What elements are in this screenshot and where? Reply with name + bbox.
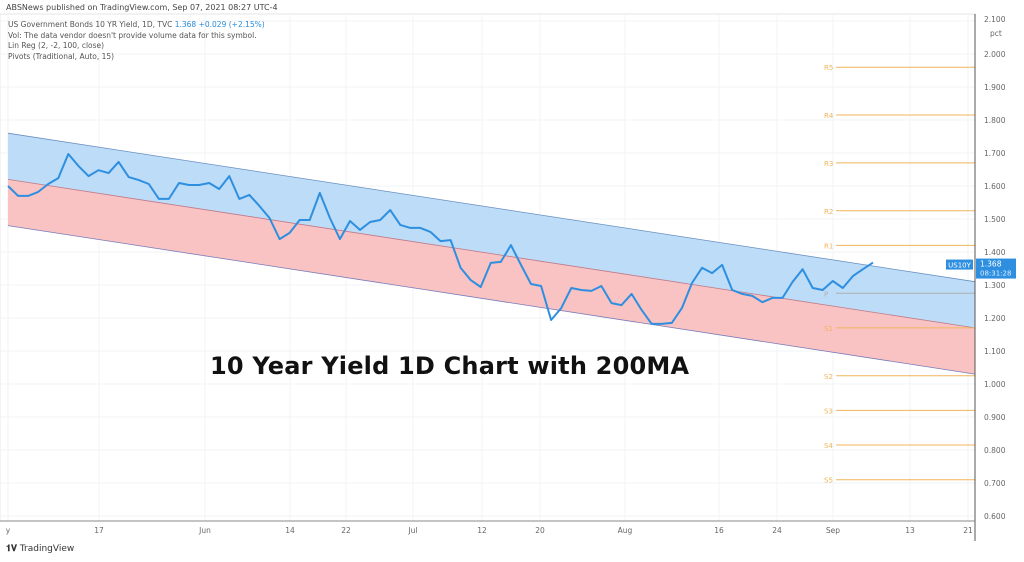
y-tick-label: 0.900 (984, 413, 1006, 422)
y-tick-label: 2.100 (984, 15, 1006, 24)
y-tick-label: 1.200 (984, 314, 1006, 323)
x-tick-label: 16 (714, 526, 724, 535)
linreg-lower-line (7, 225, 976, 375)
y-tick-label: 0.800 (984, 446, 1006, 455)
x-tick-label: 20 (535, 526, 545, 535)
tradingview-logo[interactable]: 𝟏𝐕 TradingView (6, 544, 74, 554)
pivot-label-r3: R3 (824, 160, 833, 168)
symbol-tag (946, 259, 973, 270)
pivot-label-r4: R4 (824, 112, 834, 120)
pivot-label-r2: R2 (824, 208, 833, 216)
pivot-label-r1: R1 (824, 242, 833, 250)
pivot-label-s5: S5 (824, 477, 833, 485)
linreg-lower-band (8, 179, 975, 375)
x-tick-label: Jul (407, 526, 417, 535)
y-tick-label: 1.300 (984, 281, 1006, 290)
y-tick-label: 1.800 (984, 116, 1006, 125)
tradingview-logo-icon: 𝟏𝐕 (6, 544, 17, 554)
pivot-label-r5: R5 (824, 64, 833, 72)
pivot-label-s2: S2 (824, 373, 833, 381)
x-tick-label: Sep (826, 526, 840, 535)
legend-symbol-row[interactable]: US Government Bonds 10 YR Yield, 1D, TVC… (8, 20, 265, 31)
x-tick-label: 24 (772, 526, 782, 535)
last-price-value: 1.368 (980, 260, 1002, 269)
legend-volume[interactable]: Vol: The data vendor doesn't provide vol… (8, 30, 257, 40)
y-tick-label: 1.600 (984, 182, 1006, 191)
y-tick-label: 1.900 (984, 83, 1006, 92)
x-tick-label: y (6, 526, 11, 535)
x-tick-label: 21 (963, 526, 973, 535)
tradingview-logo-text: TradingView (19, 544, 75, 554)
last-price-tag (976, 258, 1016, 279)
x-tick-label: 17 (94, 526, 104, 535)
pivot-label-s1: S1 (824, 325, 833, 333)
y-tick-label: 0.600 (984, 512, 1006, 521)
symbol-tag-label: US10Y (948, 262, 971, 270)
x-tick-label: Aug (618, 526, 633, 535)
legend-symbol: US Government Bonds 10 YR Yield, 1D, TVC (8, 20, 173, 29)
chart-legend: US Government Bonds 10 YR Yield, 1D, TVC… (8, 20, 265, 62)
legend-pivots[interactable]: Pivots (Traditional, Auto, 15) (8, 51, 115, 61)
x-tick-label: 12 (477, 526, 487, 535)
y-tick-label: 1.700 (984, 149, 1006, 158)
pivot-label-s3: S3 (824, 407, 833, 415)
bar-countdown: 08:31:28 (980, 270, 1011, 278)
x-tick-label: 22 (341, 526, 351, 535)
overlay-title: 10 Year Yield 1D Chart with 200MA (210, 352, 690, 380)
linreg-upper-band (8, 133, 975, 328)
y-tick-label: 1.000 (984, 380, 1006, 389)
y-tick-label: 2.000 (984, 50, 1006, 59)
x-tick-label: Jun (198, 526, 211, 535)
legend-price: 1.368 (174, 20, 197, 29)
legend-change: +0.029 (+2.15%) (198, 20, 265, 29)
publisher-line: ABSNews published on TradingView.com, Se… (6, 3, 278, 12)
pivot-label-p: P (824, 290, 828, 298)
y-tick-label: 1.500 (984, 215, 1006, 224)
y-tick-label: 1.100 (984, 347, 1006, 356)
x-tick-label: 13 (905, 526, 915, 535)
linreg-middle-line (7, 179, 976, 329)
x-tick-label: 14 (285, 526, 295, 535)
y-tick-label: 0.700 (984, 479, 1006, 488)
y-tick-label: 1.400 (984, 248, 1006, 257)
linreg-upper-line (7, 132, 976, 283)
unit-label: pct (990, 29, 1002, 38)
legend-linreg[interactable]: Lin Reg (2, -2, 100, close) (8, 41, 105, 50)
pivot-label-s4: S4 (824, 442, 833, 450)
